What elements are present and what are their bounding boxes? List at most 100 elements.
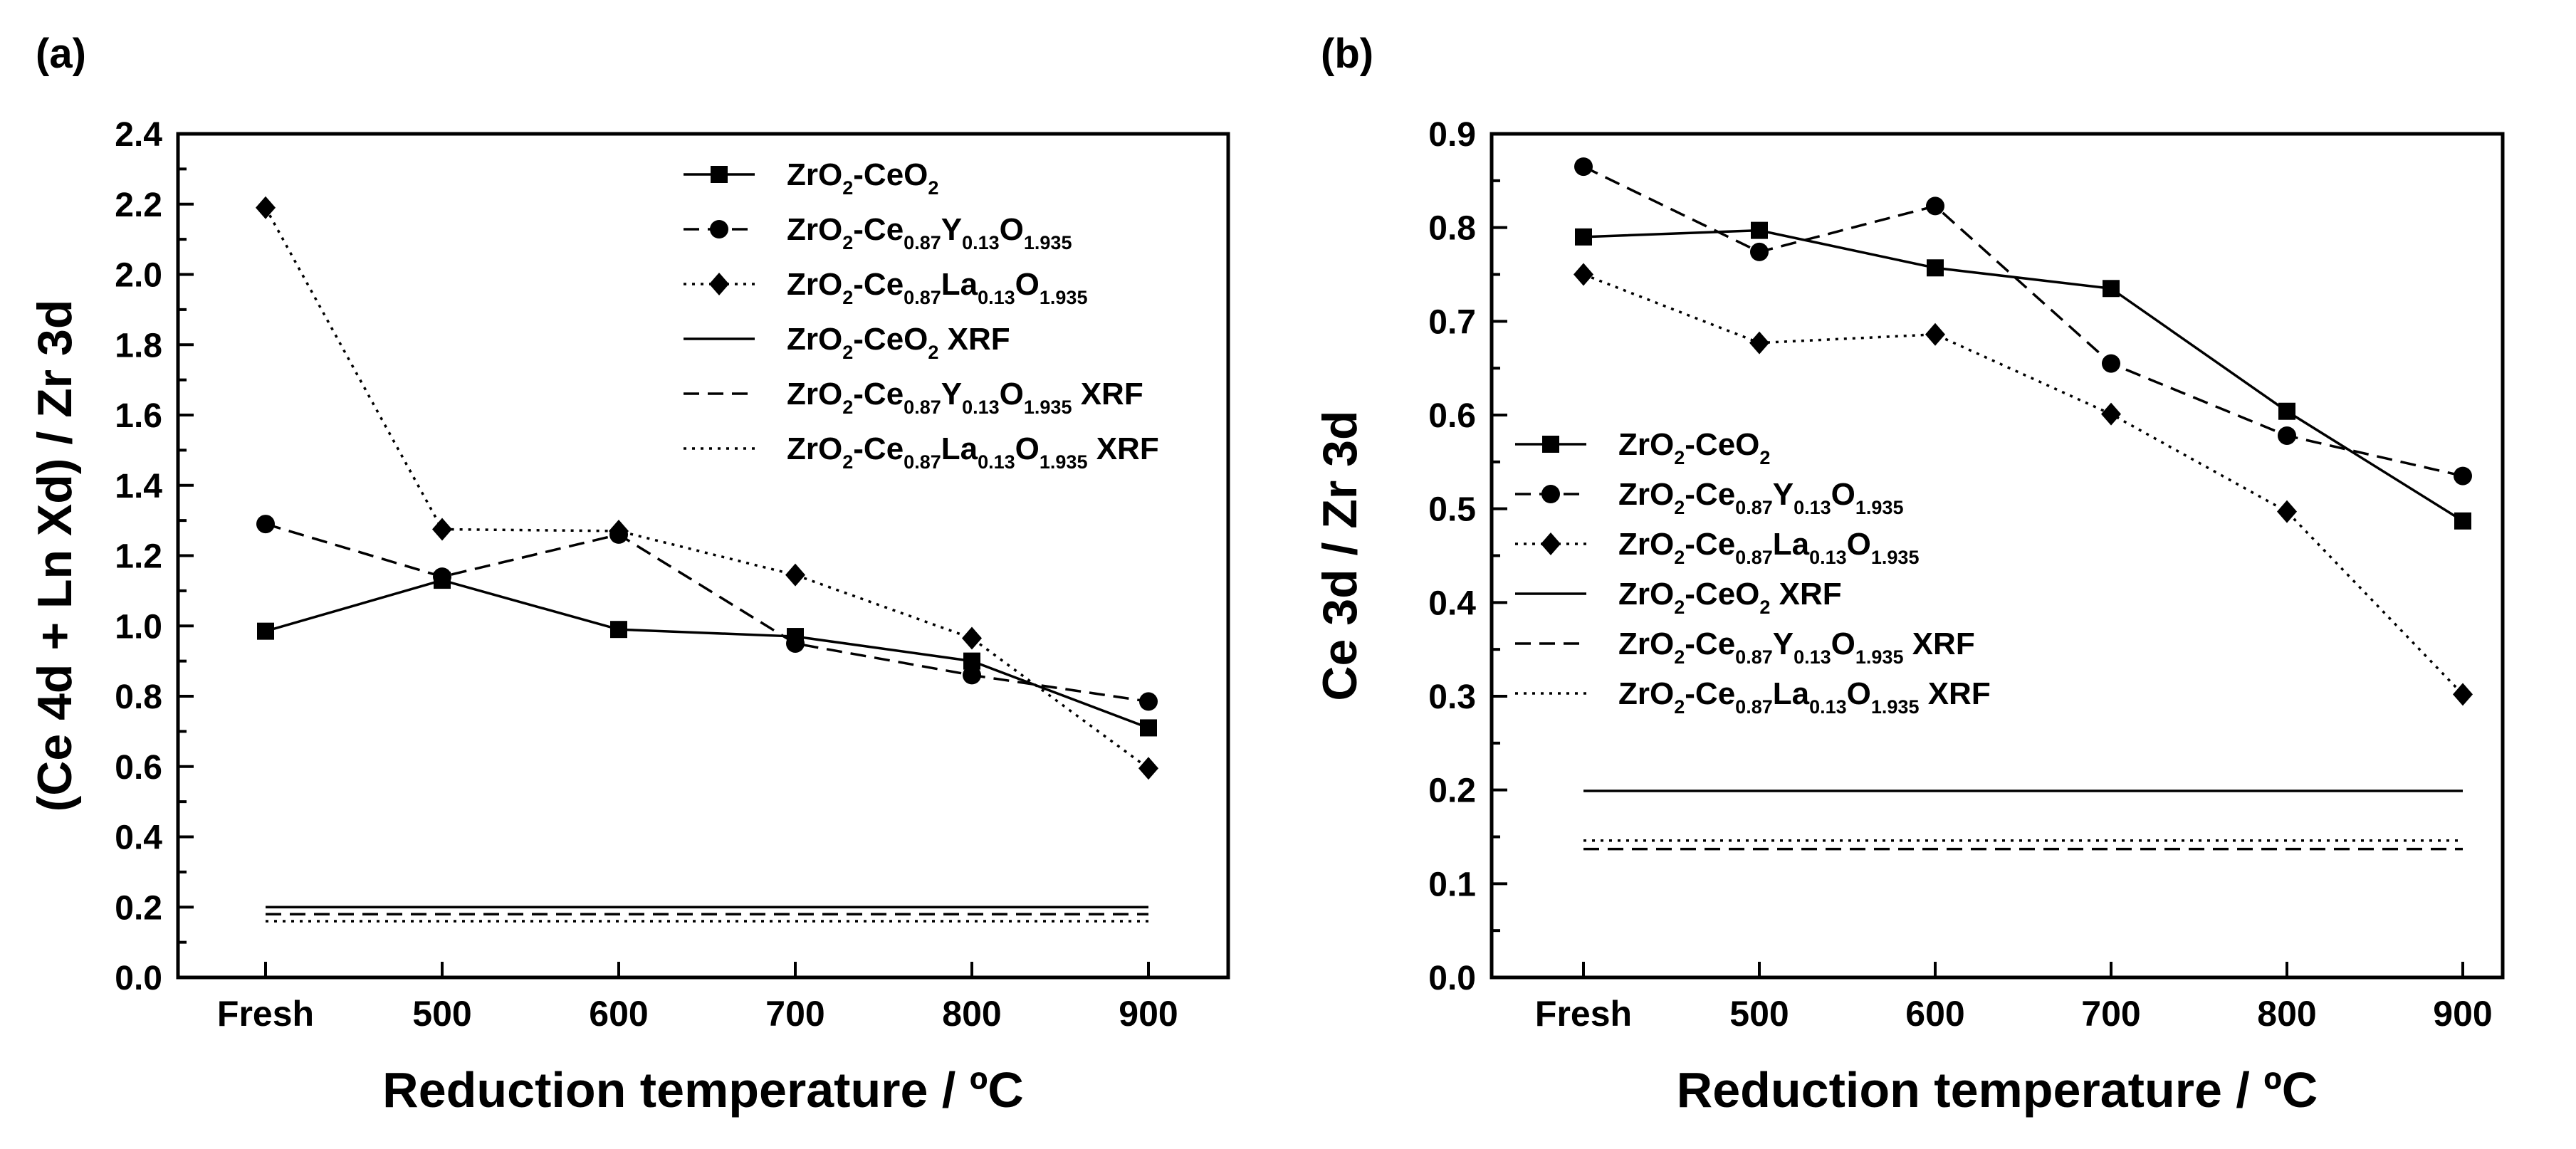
plot-frame — [176, 132, 1230, 980]
data-point-circle — [2454, 466, 2472, 486]
legend-marker-circle — [710, 220, 728, 238]
data-point-diamond — [2101, 402, 2121, 426]
legend-label-part: ZrO — [787, 377, 842, 411]
legend-marker-circle — [1541, 485, 1560, 503]
data-point-circle — [1926, 196, 1944, 216]
legend-label-part: 0.13 — [978, 287, 1015, 308]
data-point-square — [1751, 221, 1768, 239]
legend-label-part: La — [1773, 527, 1810, 562]
legend-label-part: 0.13 — [962, 397, 1000, 418]
legend-item: ZrO2-Ce0.87La0.13O1.935 — [684, 267, 1087, 308]
legend-label-part: ZrO — [1618, 577, 1674, 612]
y-tick-label: 1.6 — [115, 397, 162, 435]
legend-label-part: -Ce — [853, 267, 904, 302]
legend-label-part: 2 — [928, 177, 938, 199]
legend-label-part: 0.13 — [1809, 547, 1847, 568]
y-tick-label: 0.7 — [1428, 303, 1476, 341]
y-tick-label: 0.4 — [1428, 584, 1476, 622]
y-axis-title: (Ce 4d + Ln Xd) / Zr 3d — [28, 300, 82, 812]
legend-label-part: XRF — [1087, 431, 1158, 466]
legend-label-part: XRF — [938, 322, 1010, 357]
legend-label-part: O — [1831, 626, 1855, 661]
legend-label-part: 2 — [842, 232, 853, 253]
data-point-diamond — [1574, 263, 1593, 286]
data-point-square — [1140, 719, 1157, 737]
legend-label-part: 2 — [1674, 646, 1685, 668]
y-tick-label: 2.2 — [115, 187, 162, 224]
data-point-diamond — [1749, 331, 1769, 355]
y-tick-label: 1.8 — [115, 327, 162, 364]
series-line — [1583, 165, 2464, 478]
series-line — [264, 206, 1150, 770]
y-tick-label: 0.1 — [1428, 866, 1476, 903]
legend-label-part: Y — [1773, 626, 1794, 661]
legend-label-part: Y — [941, 212, 962, 247]
legend-label-part: Y — [1773, 477, 1794, 512]
legend-label-part: 2 — [842, 342, 853, 363]
data-point-square — [257, 622, 274, 640]
legend-label-part: 2 — [1759, 597, 1770, 618]
data-point-diamond — [609, 519, 629, 542]
legend-label-part: -CeO — [853, 157, 928, 192]
data-point-square — [1927, 259, 1944, 277]
legend: ZrO2-CeO2ZrO2-Ce0.87Y0.13O1.935ZrO2-Ce0.… — [684, 157, 1159, 473]
y-tick-label: 0.6 — [115, 749, 162, 787]
legend-label-part: XRF — [1919, 676, 1990, 711]
legend-label-part: 2 — [1674, 497, 1685, 518]
series-2 — [1574, 263, 2473, 706]
legend-label-part: 2 — [1759, 447, 1770, 468]
legend-label-part: 2 — [1674, 696, 1685, 718]
legend-marker-square — [1542, 436, 1559, 453]
y-axis-title: Ce 3d / Zr 3d — [1313, 410, 1367, 701]
series-1 — [1574, 157, 2472, 486]
legend-label-part: 0.87 — [1735, 547, 1773, 568]
legend-label-part: 1.935 — [1040, 451, 1088, 473]
legend-label-part: ZrO — [1618, 676, 1674, 711]
legend-label-part: 1.935 — [1871, 547, 1920, 568]
legend-item: ZrO2-CeO2 — [1515, 427, 1770, 468]
legend-label-part: -Ce — [853, 377, 904, 411]
data-point-diamond — [256, 196, 276, 219]
legend-item: ZrO2-Ce0.87Y0.13O1.935 — [684, 212, 1072, 253]
legend-item: ZrO2-CeO2 — [684, 157, 938, 199]
x-tick-label: 500 — [1729, 994, 1789, 1034]
legend-label-part: ZrO — [1618, 527, 1674, 562]
legend-label-part: 2 — [842, 177, 853, 199]
legend-label-part: 2 — [842, 451, 853, 473]
y-tick-label: 0.5 — [1428, 491, 1476, 529]
legend-label-part: 1.935 — [1855, 646, 1904, 668]
legend-label-part: 0.87 — [1735, 646, 1773, 668]
legend-label-part: 1.935 — [1871, 696, 1920, 718]
legend-label: ZrO2-Ce0.87La0.13O1.935 XRF — [1618, 676, 1991, 718]
legend-label-part: ZrO — [1618, 427, 1674, 462]
legend-label-part: O — [1015, 431, 1040, 466]
legend-label-part: ZrO — [787, 322, 842, 357]
legend-label-part: ZrO — [787, 267, 842, 302]
data-point-diamond — [2277, 500, 2297, 523]
data-point-diamond — [2453, 683, 2473, 706]
data-point-diamond — [962, 626, 982, 650]
y-tick-label: 0.8 — [1428, 210, 1476, 248]
data-point-circle — [1574, 157, 1593, 177]
series-0 — [257, 572, 1157, 737]
y-tick-label: 2.4 — [115, 116, 162, 154]
legend-label-part: -Ce — [1685, 477, 1735, 512]
legend-label: ZrO2-CeO2 — [1618, 427, 1770, 468]
legend-item: ZrO2-CeO2 XRF — [1515, 577, 1842, 618]
x-tick-label: 700 — [2081, 994, 2140, 1034]
x-tick-label: 500 — [412, 994, 471, 1034]
legend-item: ZrO2-Ce0.87La0.13O1.935 — [1515, 527, 1919, 568]
legend-label-part: -Ce — [1685, 527, 1735, 562]
legend-label-part: -Ce — [853, 212, 904, 247]
legend-label-part: -CeO — [1685, 427, 1759, 462]
data-point-square — [610, 621, 627, 639]
data-point-square — [2454, 512, 2471, 530]
y-tick-label: 0.2 — [1428, 772, 1476, 810]
legend-label-part: ZrO — [787, 157, 842, 192]
data-point-diamond — [1925, 322, 1945, 346]
legend-label-part: XRF — [1072, 377, 1143, 411]
legend-label-part: La — [941, 267, 978, 302]
legend-label-part: 2 — [1674, 547, 1685, 568]
legend-label-part: 2 — [1674, 597, 1685, 618]
